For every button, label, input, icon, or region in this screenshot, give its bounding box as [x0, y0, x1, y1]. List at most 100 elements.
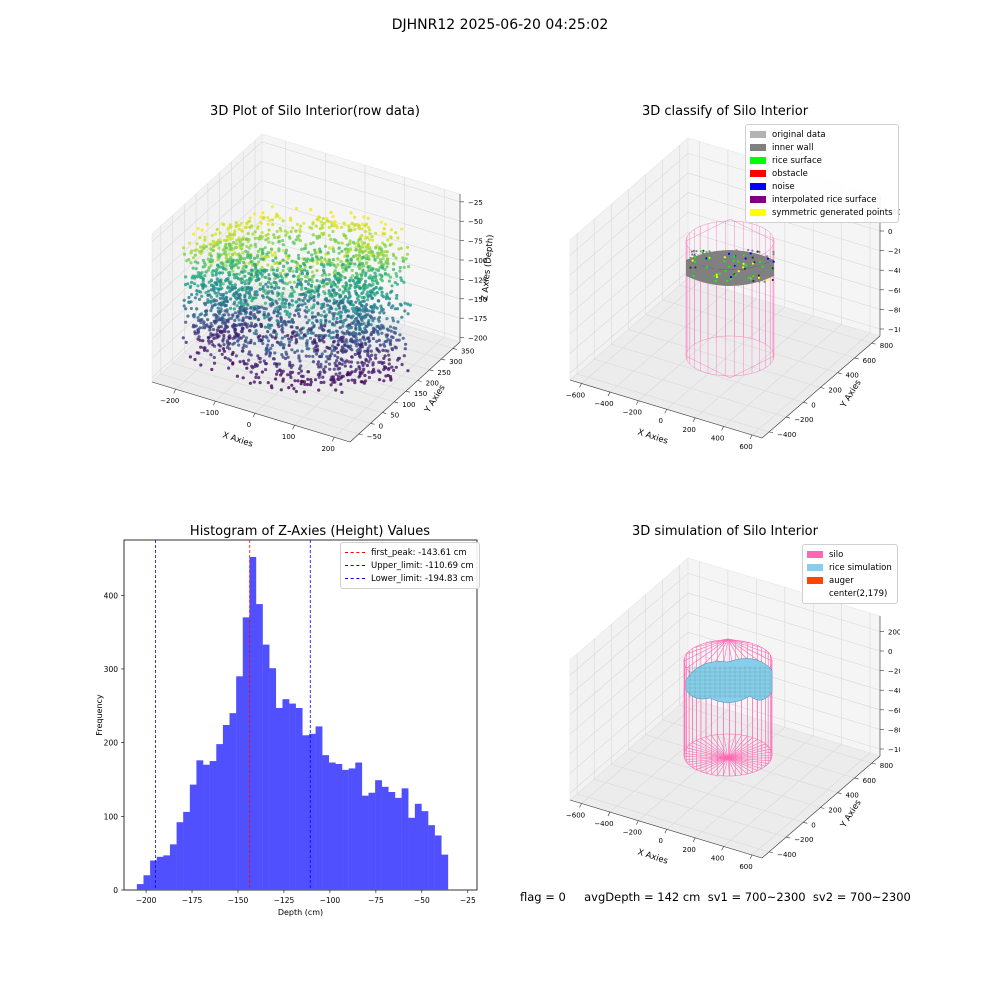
classify-x-axis-line [569, 379, 763, 439]
histogram-bar [408, 817, 416, 890]
simulation-y-axis-label: Y Axies [838, 798, 864, 831]
simulation-legend-item: silo [807, 548, 892, 561]
histogram-svg: −200 −175 −150 −125 −100 −75 −50 −25 0 100 200 300 4… [95, 539, 478, 917]
classify-x-tick-label: 400 [711, 434, 724, 442]
raw-plot-svg: −200−1000100200−50050100150200250300350−… [151, 133, 496, 453]
classify-3d-plot: 3D classify of Silo Interior −600 −400 −20… [550, 100, 900, 470]
classify-legend-label: obstacle [772, 168, 808, 179]
simulation-x-axis-line [569, 799, 763, 859]
classify-x-tick-label: 200 [682, 426, 695, 434]
histogram-bar [295, 708, 303, 890]
raw-x-tick-label: −100 [200, 409, 219, 417]
histogram-bar [183, 811, 191, 890]
histogram-y-tick-label: 100 [104, 812, 119, 821]
classify-legend-label: original data [772, 129, 826, 140]
classify-y-tick-label: −400 [777, 431, 796, 439]
raw-y-tick-label: 100 [402, 401, 415, 409]
simulation-x-tick-label: −400 [594, 820, 613, 828]
classify-silo-wireframe [685, 218, 775, 379]
histogram-bar [163, 855, 171, 890]
simulation-legend-label: center(2,179) [829, 588, 888, 599]
histogram-bar [414, 803, 422, 890]
histogram-legend-line [345, 565, 365, 566]
histogram-bar [256, 604, 263, 890]
histogram-legend-line [345, 552, 365, 553]
classify-x-tick-label: 0 [659, 417, 663, 425]
rice-surface-mesh [688, 666, 771, 698]
raw-y-axis-line [349, 341, 461, 443]
simulation-x-tick-label: 600 [739, 863, 752, 871]
histogram-bar [275, 708, 283, 890]
histogram-y-tick-label: 400 [104, 591, 119, 600]
classify-legend-label: noise [772, 181, 795, 192]
classify-y-axis-label: Y Axies [838, 378, 864, 411]
simulation-z-tick-label: −400 [888, 687, 900, 695]
simulation-y-tick-label: 200 [828, 807, 841, 815]
simulation-z-tick-label: −600 [888, 707, 900, 715]
histogram-bar [222, 724, 230, 890]
simulation-y-tick-label: 800 [880, 762, 893, 770]
histogram-bar [282, 699, 290, 890]
classify-y-tick-label: 600 [863, 357, 876, 365]
raw-x-tick-label: 200 [321, 445, 334, 453]
histogram-bar [315, 726, 323, 890]
raw-y-tick-label: 350 [461, 347, 474, 355]
histogram-bar [302, 735, 310, 890]
histogram-bar [229, 713, 237, 890]
simulation-x-tick-label: 200 [682, 846, 695, 854]
histogram-x-tick-label: −200 [136, 896, 157, 905]
histogram-legend-label: first_peak: -143.61 cm [371, 547, 467, 558]
raw-z-tick-label: −200 [468, 335, 487, 343]
raw-x-tick-label: 100 [282, 433, 295, 441]
simulation-y-axis-line [761, 755, 881, 859]
raw-y-tick-label: 200 [426, 380, 439, 388]
histogram-legend-item: Upper_limit: -110.69 cm [345, 559, 474, 572]
simulation-x-tick-label: −200 [623, 829, 642, 837]
raw-data-3d-plot: 3D Plot of Silo Interior(row data) −200 −… [130, 100, 500, 470]
raw-y-tick-label: 300 [449, 358, 462, 366]
simulation-z-tick-label: −200 [888, 668, 900, 676]
histogram-bar [388, 792, 396, 890]
raw-y-tick-label: −50 [367, 433, 382, 441]
raw-point-cloud [181, 205, 412, 394]
classify-legend-swatch [750, 144, 766, 151]
classify-y-tick-label: 800 [880, 342, 893, 350]
raw-y-tick-label: 0 [379, 422, 383, 430]
simulation-y-tick-label: 400 [846, 792, 859, 800]
classify-legend-label: interpolated rice surface [772, 194, 877, 205]
classify-x-tick-label: 600 [739, 443, 752, 451]
histogram-x-tick-label: −25 [460, 896, 476, 905]
histogram-bar [262, 644, 270, 890]
histogram-bar [176, 822, 184, 890]
histogram-bar [169, 844, 177, 890]
classify-legend-label: inner wall [772, 142, 814, 153]
simulation-plot-title: 3D simulation of Silo Interior [632, 524, 818, 539]
raw-z-tick-label: −50 [468, 218, 483, 226]
histogram-x-tick-label: −125 [274, 896, 295, 905]
classify-legend-item: inner wall [750, 141, 893, 154]
classify-legend-item: symmetric generated points [750, 206, 893, 219]
classify-z-tick-label: 0 [888, 228, 892, 236]
histogram-bar [348, 768, 356, 890]
classify-legend-swatch [750, 183, 766, 190]
histogram-bar [289, 703, 296, 890]
classify-x-tick-label: −200 [623, 409, 642, 417]
histogram-bar [434, 835, 442, 890]
classify-legend-item: interpolated rice surface [750, 193, 893, 206]
histogram-bar [136, 884, 144, 890]
histogram-title: Histogram of Z-Axies (Height) Values [189, 524, 431, 539]
histogram-y-tick-label: 200 [104, 739, 119, 748]
histogram-bar [395, 797, 402, 890]
histogram-bar [143, 875, 151, 890]
simulation-legend-label: silo [829, 549, 844, 560]
simulation-legend-swatch [807, 577, 823, 584]
figure-title: DJHNR12 2025-06-20 04:25:02 [391, 17, 609, 33]
raw-x-axis-label: X Axies [221, 430, 254, 449]
simulation-z-tick-label: 200 [888, 628, 900, 636]
histogram-x-tick-label: −175 [182, 896, 203, 905]
raw-z-tick-label: −75 [468, 238, 483, 246]
raw-x-tick-label: 0 [247, 421, 251, 429]
histogram-bar [156, 856, 164, 890]
